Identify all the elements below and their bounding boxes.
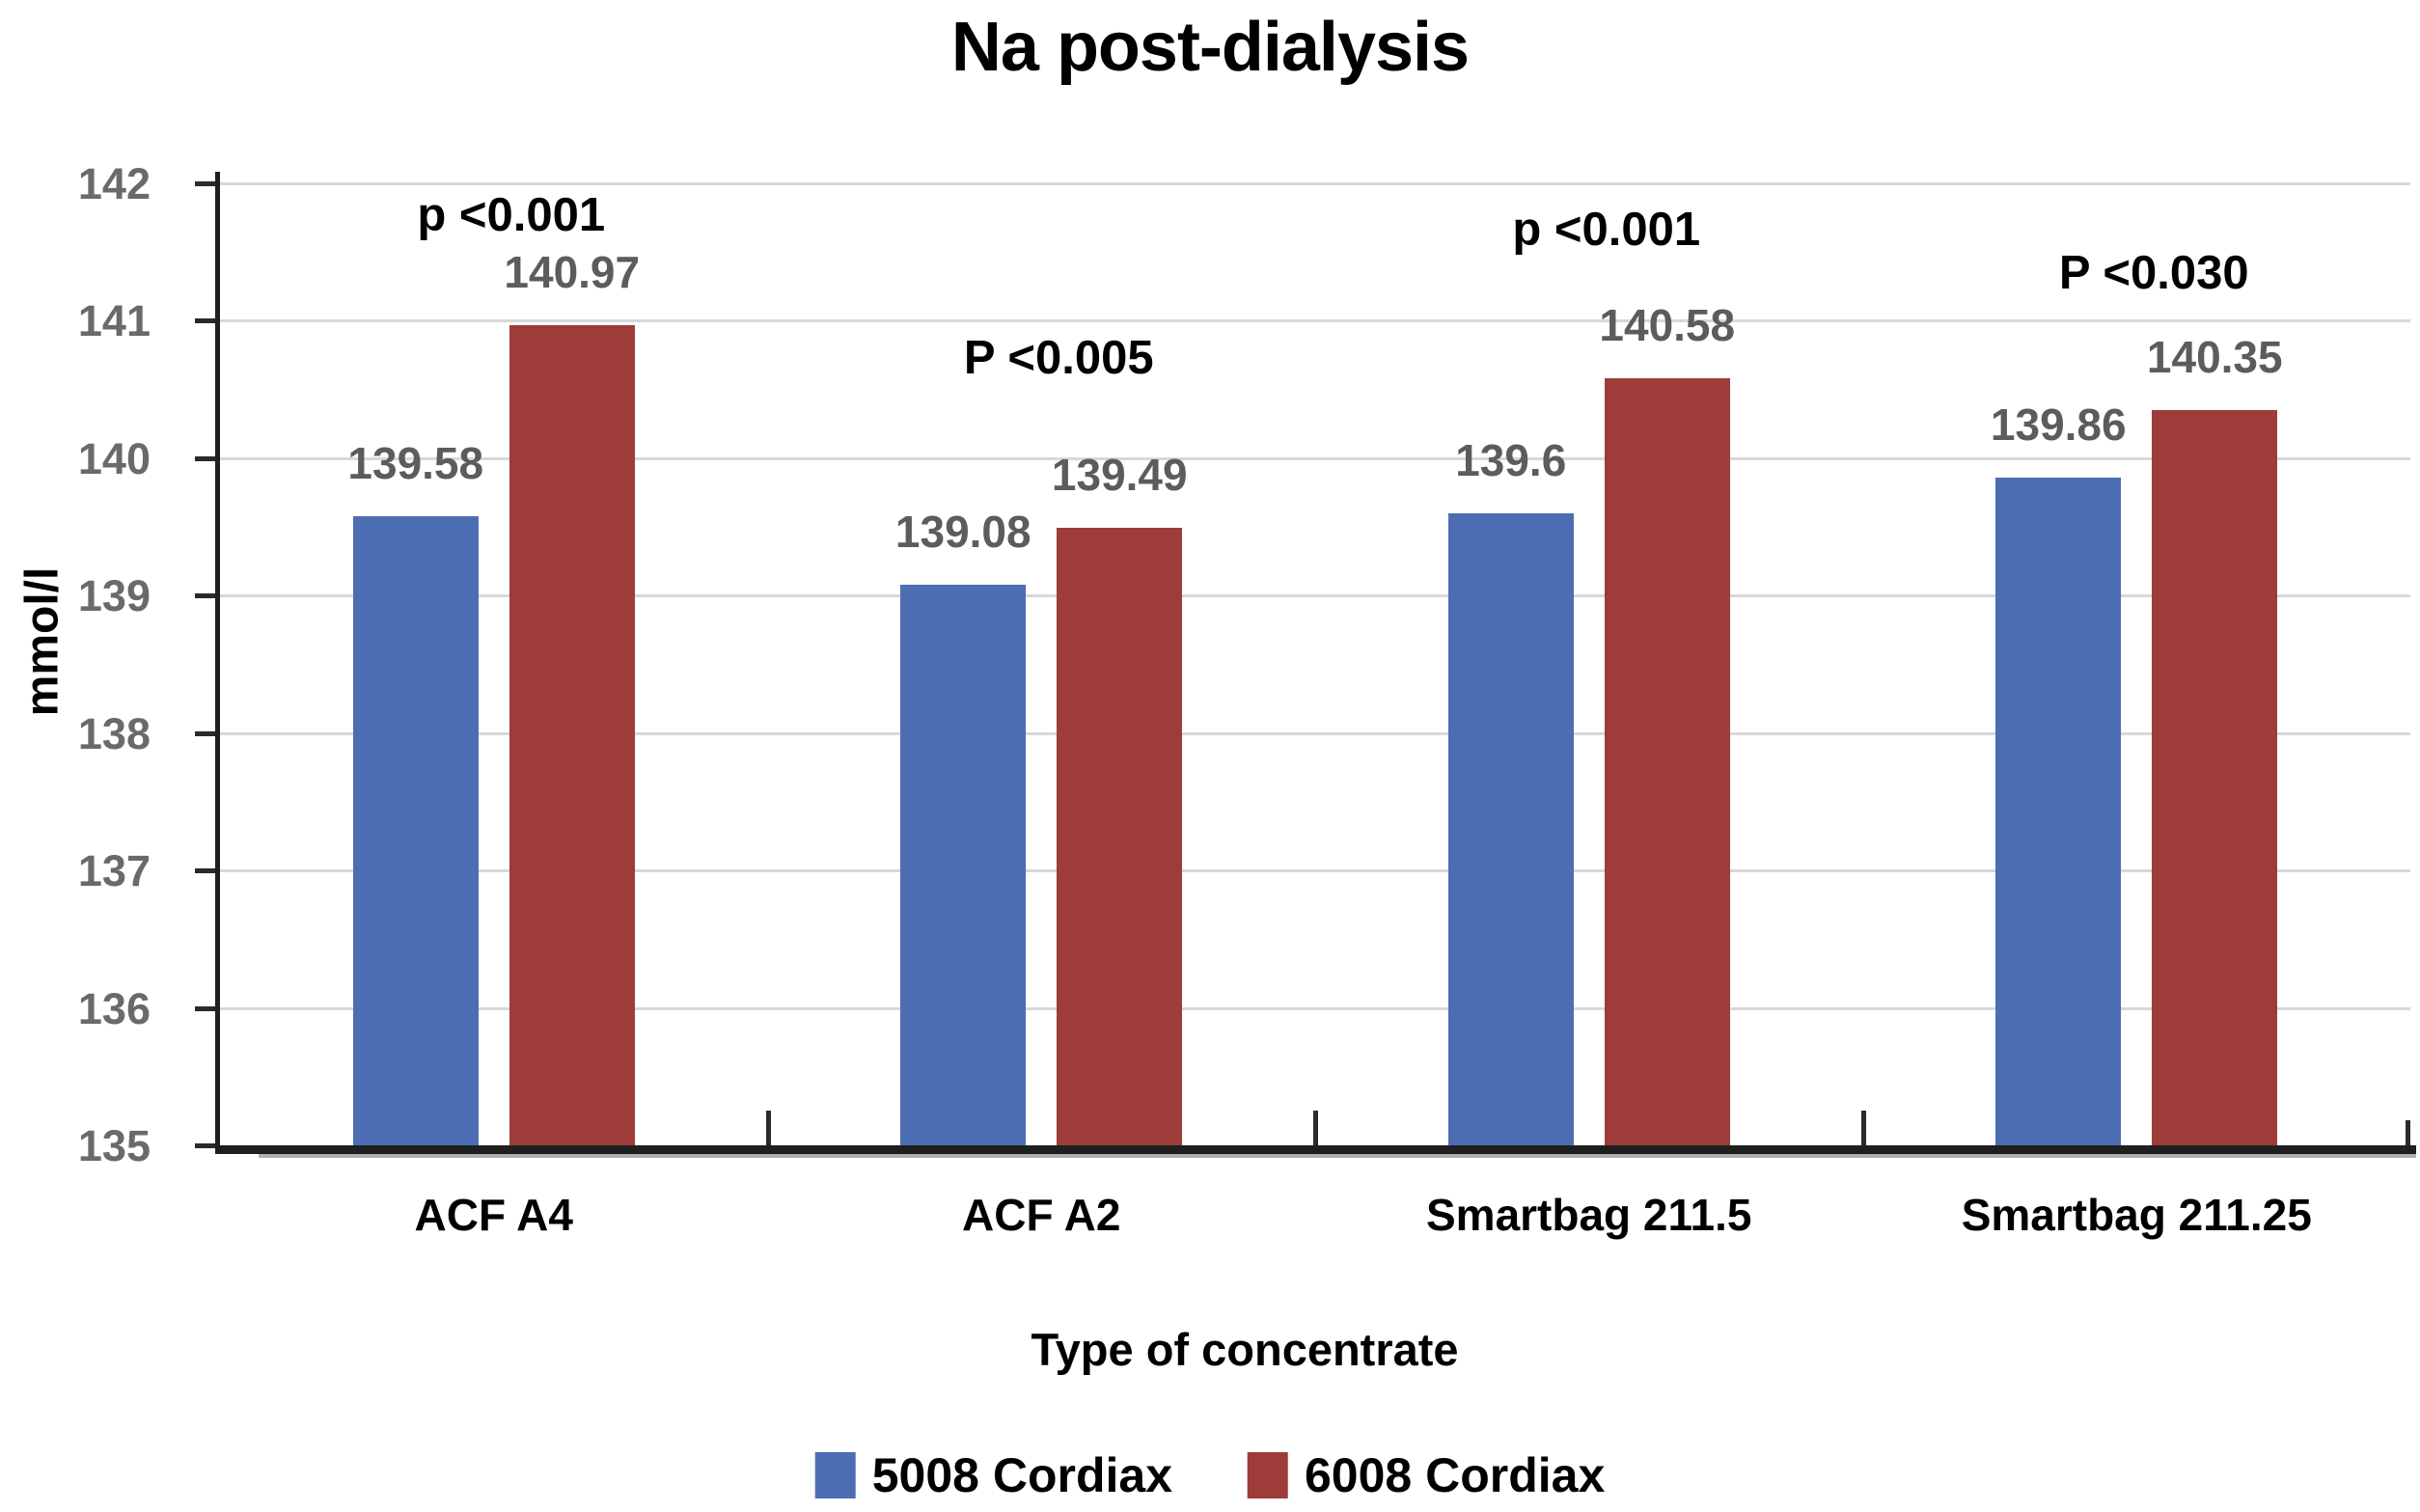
y-tick-mark bbox=[195, 730, 220, 736]
y-tick-label: 137 bbox=[77, 846, 151, 896]
y-tick-mark bbox=[195, 455, 220, 461]
x-tick-mark bbox=[1860, 1111, 1866, 1145]
legend: 5008 Cordiax 6008 Cordiax bbox=[814, 1448, 1605, 1502]
y-tick-label: 140 bbox=[77, 433, 151, 483]
bar-5008-cordiax-acf-a2 bbox=[900, 584, 1027, 1145]
bar-5008-cordiax-acf-a4 bbox=[352, 515, 479, 1145]
bar-6008-cordiax-acf-a2 bbox=[1057, 528, 1183, 1145]
x-tick-mark bbox=[1313, 1111, 1318, 1145]
bar-value-label: 140.35 bbox=[2146, 332, 2283, 382]
y-tick-mark bbox=[195, 593, 220, 599]
legend-item-6008-cordiax: 6008 Cordiax bbox=[1248, 1451, 1605, 1499]
bar-6008-cordiax-smartbag-211-25 bbox=[2152, 410, 2278, 1145]
bar-5008-cordiax-smartbag-211-5 bbox=[1447, 512, 1574, 1145]
bar-value-label: 139.6 bbox=[1455, 434, 1567, 485]
y-tick-label: 139 bbox=[77, 571, 151, 621]
y-tick-label: 141 bbox=[77, 296, 151, 346]
y-tick-label: 138 bbox=[77, 708, 151, 758]
x-category-label: Smartbag 211.25 bbox=[1961, 1190, 2312, 1240]
y-tick-label: 142 bbox=[77, 159, 151, 208]
chart-title: Na post-dialysis bbox=[950, 9, 1470, 86]
bar-value-label: 139.86 bbox=[1990, 399, 2127, 450]
p-value-annotation: p <0.001 bbox=[1512, 204, 1701, 256]
p-value-annotation: P <0.030 bbox=[2058, 247, 2249, 299]
bar-6008-cordiax-smartbag-211-5 bbox=[1604, 378, 1730, 1145]
bar-5008-cordiax-smartbag-211-25 bbox=[1995, 477, 2122, 1145]
p-value-annotation: P <0.005 bbox=[963, 332, 1154, 384]
x-tick-mark bbox=[765, 1111, 771, 1145]
bar-value-label: 139.58 bbox=[347, 437, 484, 488]
legend-swatch-icon bbox=[1248, 1452, 1288, 1498]
x-axis-shadow bbox=[259, 1154, 2416, 1158]
x-tick-mark bbox=[2406, 1120, 2410, 1145]
gridline bbox=[220, 182, 2410, 185]
x-axis-line bbox=[215, 1145, 2416, 1154]
gridline bbox=[220, 594, 2410, 598]
bar-value-label: 139.49 bbox=[1051, 450, 1188, 501]
gridline bbox=[220, 456, 2410, 460]
legend-label: 6008 Cordiax bbox=[1305, 1448, 1606, 1502]
y-tick-mark bbox=[195, 1143, 220, 1148]
legend-label: 5008 Cordiax bbox=[871, 1448, 1172, 1502]
x-category-label: ACF A2 bbox=[962, 1190, 1121, 1240]
bar-value-label: 140.97 bbox=[504, 246, 641, 297]
x-category-label: Smartbag 211.5 bbox=[1425, 1190, 1752, 1240]
legend-swatch-icon bbox=[814, 1452, 856, 1498]
gridline bbox=[220, 731, 2410, 735]
y-tick-mark bbox=[195, 318, 220, 324]
bar-6008-cordiax-acf-a4 bbox=[509, 324, 635, 1145]
y-tick-label: 136 bbox=[77, 983, 151, 1033]
y-tick-mark bbox=[195, 181, 220, 186]
y-tick-mark bbox=[195, 868, 220, 874]
x-category-label: ACF A4 bbox=[414, 1190, 573, 1240]
gridline bbox=[220, 869, 2410, 873]
legend-item-5008-cordiax: 5008 Cordiax bbox=[814, 1448, 1172, 1502]
bar-value-label: 139.08 bbox=[894, 506, 1031, 557]
x-axis-title: Type of concentrate bbox=[1031, 1324, 1459, 1375]
y-axis-line bbox=[215, 172, 220, 1145]
y-tick-label: 135 bbox=[77, 1121, 151, 1170]
gridline bbox=[220, 319, 2410, 323]
p-value-annotation: p <0.001 bbox=[417, 189, 606, 241]
bar-value-label: 140.58 bbox=[1599, 300, 1736, 351]
y-tick-mark bbox=[195, 1005, 220, 1011]
gridline bbox=[220, 1006, 2410, 1010]
